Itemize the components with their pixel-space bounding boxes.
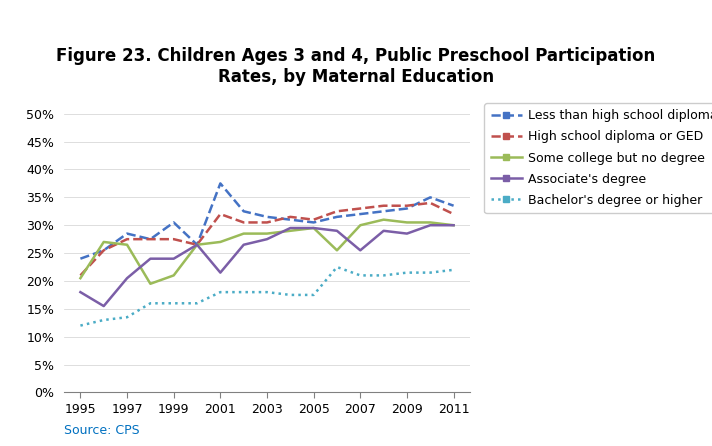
Bachelor's degree or higher [426, 270, 434, 275]
Line: Associate's degree: Associate's degree [80, 225, 454, 306]
Less than high school diploma [239, 209, 248, 214]
High school diploma or GED [76, 273, 85, 278]
Associate's degree [239, 242, 248, 248]
Associate's degree [263, 236, 271, 242]
Bachelor's degree or higher [146, 301, 155, 306]
Some college but no degree [239, 231, 248, 236]
Some college but no degree [100, 239, 108, 244]
Less than high school diploma [263, 214, 271, 219]
Associate's degree [379, 228, 388, 234]
Associate's degree [449, 223, 458, 228]
High school diploma or GED [379, 203, 388, 208]
Text: Figure 23. Children Ages 3 and 4, Public Preschool Participation
Rates, by Mater: Figure 23. Children Ages 3 and 4, Public… [56, 47, 656, 86]
Associate's degree [169, 256, 178, 261]
Less than high school diploma [310, 220, 318, 225]
Less than high school diploma [146, 236, 155, 242]
Less than high school diploma [76, 256, 85, 261]
Bachelor's degree or higher [286, 292, 295, 297]
Bachelor's degree or higher [216, 289, 224, 295]
High school diploma or GED [193, 242, 201, 248]
Bachelor's degree or higher [76, 323, 85, 328]
Bachelor's degree or higher [356, 273, 365, 278]
Associate's degree [193, 242, 201, 248]
Some college but no degree [356, 223, 365, 228]
Bachelor's degree or higher [122, 314, 131, 320]
Less than high school diploma [286, 217, 295, 223]
Line: Some college but no degree: Some college but no degree [80, 220, 454, 284]
Some college but no degree [379, 217, 388, 223]
Some college but no degree [286, 228, 295, 234]
Associate's degree [122, 276, 131, 281]
Some college but no degree [449, 223, 458, 228]
Bachelor's degree or higher [263, 289, 271, 295]
Bachelor's degree or higher [449, 267, 458, 273]
Associate's degree [426, 223, 434, 228]
High school diploma or GED [333, 209, 341, 214]
Less than high school diploma [379, 209, 388, 214]
Bachelor's degree or higher [100, 318, 108, 323]
Less than high school diploma [426, 194, 434, 200]
High school diploma or GED [122, 236, 131, 242]
Less than high school diploma [193, 242, 201, 248]
Associate's degree [356, 248, 365, 253]
Some college but no degree [216, 239, 224, 244]
High school diploma or GED [426, 200, 434, 206]
Associate's degree [76, 289, 85, 295]
Line: Bachelor's degree or higher: Bachelor's degree or higher [80, 267, 454, 326]
High school diploma or GED [239, 220, 248, 225]
Associate's degree [403, 231, 412, 236]
Bachelor's degree or higher [403, 270, 412, 275]
Text: Source: CPS: Source: CPS [64, 424, 140, 437]
High school diploma or GED [263, 220, 271, 225]
Legend: Less than high school diploma, High school diploma or GED, Some college but no d: Less than high school diploma, High scho… [484, 103, 712, 213]
Some college but no degree [403, 220, 412, 225]
Bachelor's degree or higher [310, 292, 318, 297]
High school diploma or GED [169, 236, 178, 242]
Some college but no degree [146, 281, 155, 286]
High school diploma or GED [100, 248, 108, 253]
Line: High school diploma or GED: High school diploma or GED [80, 203, 454, 276]
Associate's degree [286, 225, 295, 231]
Bachelor's degree or higher [193, 301, 201, 306]
Line: Less than high school diploma: Less than high school diploma [80, 183, 454, 259]
Less than high school diploma [216, 181, 224, 186]
Associate's degree [146, 256, 155, 261]
Less than high school diploma [449, 203, 458, 208]
Less than high school diploma [122, 231, 131, 236]
Less than high school diploma [169, 220, 178, 225]
Bachelor's degree or higher [333, 264, 341, 270]
High school diploma or GED [146, 236, 155, 242]
High school diploma or GED [310, 217, 318, 223]
Some college but no degree [333, 248, 341, 253]
Associate's degree [333, 228, 341, 234]
High school diploma or GED [403, 203, 412, 208]
Less than high school diploma [356, 211, 365, 217]
Less than high school diploma [100, 248, 108, 253]
High school diploma or GED [356, 206, 365, 211]
Some college but no degree [310, 225, 318, 231]
Bachelor's degree or higher [379, 273, 388, 278]
Associate's degree [100, 303, 108, 309]
Less than high school diploma [403, 206, 412, 211]
Some college but no degree [426, 220, 434, 225]
Associate's degree [310, 225, 318, 231]
High school diploma or GED [449, 211, 458, 217]
Bachelor's degree or higher [169, 301, 178, 306]
High school diploma or GED [286, 214, 295, 219]
Some college but no degree [169, 273, 178, 278]
Some college but no degree [193, 242, 201, 248]
Less than high school diploma [333, 214, 341, 219]
High school diploma or GED [216, 211, 224, 217]
Some college but no degree [263, 231, 271, 236]
Some college but no degree [122, 242, 131, 248]
Associate's degree [216, 270, 224, 275]
Bachelor's degree or higher [239, 289, 248, 295]
Some college but no degree [76, 276, 85, 281]
